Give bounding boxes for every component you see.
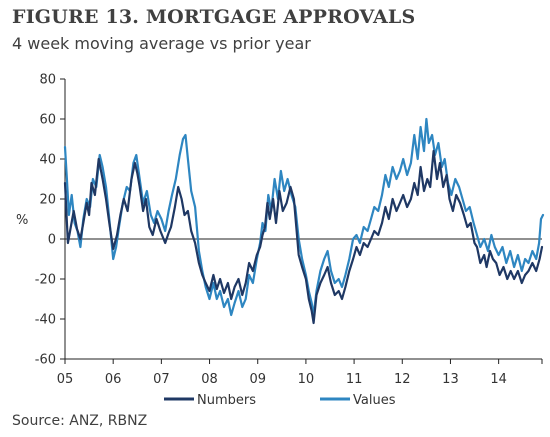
- x-tick-label: 12: [394, 372, 411, 387]
- y-tick-label: 20: [39, 193, 56, 208]
- x-axis: 05 06 07 08 09 10 11 12 13 14: [57, 358, 543, 387]
- x-tick-label: 07: [153, 372, 170, 387]
- x-tick-label: 13: [442, 372, 459, 387]
- source-note: Source: ANZ, RBNZ: [12, 413, 148, 429]
- x-tick-label: 05: [57, 372, 74, 387]
- x-tick-label: 10: [298, 372, 315, 387]
- x-tick-label: 06: [105, 372, 122, 387]
- x-tick-label: 11: [346, 372, 363, 387]
- y-tick-label: 0: [48, 233, 56, 248]
- x-tick-label: 08: [201, 372, 218, 387]
- series-line-numbers: [63, 149, 544, 325]
- y-axis: 80 60 40 20 0 -20 -40 -60: [35, 73, 542, 368]
- x-tick-label: 14: [490, 372, 507, 387]
- series-line-values: [63, 117, 545, 317]
- legend: Numbers Values: [164, 393, 396, 408]
- series-layer: [63, 117, 545, 325]
- y-tick-label: -20: [35, 273, 56, 288]
- y-tick-label: 40: [39, 153, 56, 168]
- y-tick-label: 80: [39, 73, 56, 88]
- x-tick-label: 09: [249, 372, 266, 387]
- legend-label-values: Values: [353, 393, 396, 408]
- chart-subtitle: 4 week moving average vs prior year: [12, 34, 311, 53]
- chart-title: FIGURE 13. MORTGAGE APPROVALS: [12, 6, 416, 28]
- y-axis-label: %: [16, 213, 28, 228]
- y-tick-label: 60: [39, 113, 56, 128]
- legend-label-numbers: Numbers: [197, 393, 256, 408]
- y-tick-label: -60: [35, 353, 56, 368]
- y-tick-label: -40: [35, 313, 56, 328]
